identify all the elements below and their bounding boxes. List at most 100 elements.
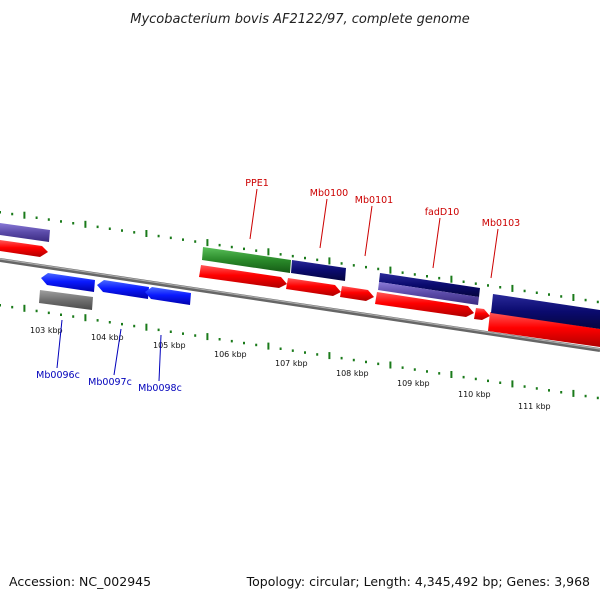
- minor-tick: [157, 234, 160, 238]
- minor-tick: [487, 379, 489, 383]
- kbp-label: 106 kbp: [214, 350, 247, 359]
- minor-tick: [596, 300, 599, 304]
- major-tick: [572, 389, 575, 397]
- gene-block-navy[interactable]: [491, 294, 600, 329]
- minor-tick: [596, 396, 599, 400]
- minor-tick: [584, 298, 587, 302]
- gene-label-forward[interactable]: Mb0101: [355, 195, 393, 206]
- minor-tick: [47, 311, 50, 315]
- minor-tick: [169, 236, 172, 240]
- minor-tick: [60, 220, 62, 223]
- kbp-label: 105 kbp: [153, 341, 186, 350]
- minor-tick: [218, 338, 221, 341]
- gene-label-forward[interactable]: Mb0100: [310, 188, 348, 199]
- minor-tick: [108, 227, 111, 230]
- gene-arrow-forward[interactable]: [474, 308, 490, 320]
- gene-block-navy[interactable]: [291, 260, 346, 281]
- gene-arrow-forward[interactable]: [488, 312, 600, 347]
- minor-tick: [499, 286, 502, 289]
- major-tick: [450, 371, 453, 378]
- minor-tick: [218, 243, 221, 247]
- minor-tick: [560, 391, 563, 394]
- minor-tick: [11, 212, 14, 216]
- minor-tick: [72, 315, 75, 318]
- gene-label-forward[interactable]: fadD10: [425, 207, 460, 218]
- major-tick: [23, 211, 26, 219]
- gene-arrow-reverse[interactable]: [97, 280, 149, 299]
- minor-tick: [96, 319, 99, 322]
- minor-tick: [194, 334, 197, 337]
- gene-arrow-forward[interactable]: [286, 278, 341, 296]
- gene-label-reverse[interactable]: Mb0096c: [36, 370, 80, 381]
- minor-tick: [426, 275, 428, 278]
- accession-text: Accession: NC_002945: [9, 574, 151, 589]
- kbp-label: 111 kbp: [518, 402, 551, 411]
- major-tick: [389, 361, 392, 369]
- kbp-label: 110 kbp: [458, 390, 491, 399]
- gene-arrow-forward[interactable]: [0, 240, 48, 257]
- minor-tick: [230, 245, 233, 249]
- minor-tick: [548, 389, 550, 392]
- minor-tick: [535, 291, 538, 294]
- gene-arrow-forward[interactable]: [340, 286, 374, 301]
- genome-summary-text: Topology: circular; Length: 4,345,492 bp…: [246, 574, 590, 589]
- major-tick: [206, 239, 209, 247]
- gene-block-purple[interactable]: [0, 223, 50, 242]
- minor-tick: [377, 267, 380, 271]
- minor-tick: [548, 293, 550, 296]
- major-tick: [328, 257, 331, 265]
- minor-tick: [108, 321, 111, 324]
- gene-arrow-reverse[interactable]: [41, 273, 95, 292]
- major-tick: [267, 248, 270, 256]
- minor-tick: [255, 343, 258, 347]
- gene-block-navy[interactable]: [379, 273, 480, 297]
- kbp-label: 107 kbp: [275, 359, 308, 368]
- minor-tick: [535, 387, 538, 390]
- minor-tick: [487, 284, 489, 287]
- genome-backbone: [0, 258, 600, 352]
- gene-arrow-reverse[interactable]: [145, 287, 191, 305]
- minor-tick: [340, 356, 343, 360]
- major-tick: [145, 323, 148, 331]
- minor-tick: [0, 211, 1, 214]
- minor-tick: [474, 282, 477, 285]
- minor-tick: [47, 218, 50, 221]
- minor-tick: [377, 362, 380, 366]
- gene-arrow-forward[interactable]: [375, 292, 474, 317]
- major-tick: [572, 294, 575, 301]
- gene-arrow-forward[interactable]: [199, 265, 287, 288]
- gene-label-forward[interactable]: Mb0103: [482, 218, 520, 229]
- forward-strand-genes: [0, 223, 600, 347]
- minor-tick: [401, 271, 404, 274]
- minor-tick: [72, 222, 75, 225]
- minor-tick: [169, 330, 172, 333]
- minor-tick: [304, 256, 306, 260]
- minor-tick: [133, 231, 136, 234]
- gene-block-gray[interactable]: [39, 290, 93, 310]
- gene-block-purple[interactable]: [378, 282, 479, 305]
- minor-tick: [279, 347, 282, 350]
- minor-tick: [230, 339, 233, 343]
- gene-label-reverse[interactable]: Mb0098c: [138, 383, 182, 394]
- minor-tick: [438, 276, 441, 280]
- major-tick: [267, 342, 270, 350]
- minor-tick: [352, 264, 355, 267]
- minor-tick: [291, 349, 294, 352]
- lower-tick-track: [0, 304, 599, 400]
- minor-tick: [60, 313, 62, 316]
- minor-tick: [438, 372, 441, 375]
- gene-block-green[interactable]: [202, 247, 291, 273]
- gene-label-reverse[interactable]: Mb0097c: [88, 377, 132, 388]
- minor-tick: [243, 247, 245, 251]
- gene-label-forward[interactable]: PPE1: [245, 178, 269, 189]
- minor-tick: [426, 370, 428, 373]
- minor-tick: [194, 240, 197, 243]
- minor-tick: [11, 305, 14, 309]
- minor-tick: [243, 341, 245, 345]
- kbp-label: 104 kbp: [91, 333, 124, 342]
- major-tick: [84, 314, 87, 322]
- minor-tick: [413, 273, 416, 276]
- minor-tick: [96, 225, 99, 229]
- major-tick: [511, 380, 514, 388]
